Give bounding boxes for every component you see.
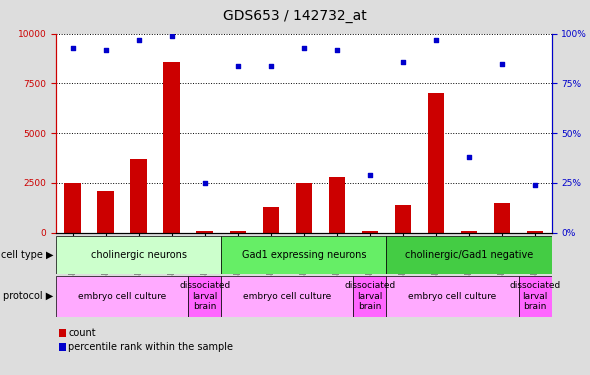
Point [332,46,342,53]
Point [167,33,176,39]
Bar [296,183,312,232]
Bar [428,93,444,232]
Bar [188,276,221,317]
Bar [329,177,345,232]
Bar [221,236,386,274]
Text: cell type ▶: cell type ▶ [1,250,53,260]
Text: embryo cell culture: embryo cell culture [78,292,166,301]
Bar [353,276,386,317]
Text: dissociated
larval
brain: dissociated larval brain [510,281,560,311]
Point [134,37,143,43]
Point [464,154,474,160]
Bar [395,205,411,232]
Bar [56,236,221,274]
Bar [56,276,188,317]
Text: percentile rank within the sample: percentile rank within the sample [68,342,234,352]
Point [365,172,375,178]
Text: dissociated
larval
brain: dissociated larval brain [345,281,395,311]
Bar [386,236,552,274]
Point [431,37,441,43]
Point [101,46,110,53]
Bar [263,207,279,232]
Point [530,182,540,188]
Point [200,180,209,186]
Bar [196,231,213,232]
Text: embryo cell culture: embryo cell culture [408,292,497,301]
Text: GDS653 / 142732_at: GDS653 / 142732_at [223,9,367,23]
Point [299,45,309,51]
Bar [494,202,510,232]
Bar [519,276,552,317]
Bar [461,231,477,232]
Text: cholinergic neurons: cholinergic neurons [91,250,186,260]
Text: dissociated
larval
brain: dissociated larval brain [179,281,230,311]
Text: Gad1 expressing neurons: Gad1 expressing neurons [241,250,366,260]
Text: protocol ▶: protocol ▶ [3,291,53,301]
Bar [221,276,353,317]
Text: embryo cell culture: embryo cell culture [243,292,332,301]
Text: count: count [68,328,96,338]
Bar [362,231,378,232]
Bar [97,191,114,232]
Point [68,45,77,51]
Bar [386,276,519,317]
Bar [527,231,543,232]
Bar [230,231,246,232]
Point [233,63,242,69]
Point [497,60,507,67]
Point [266,63,276,69]
Bar [130,159,147,232]
Bar [163,62,180,232]
Bar [64,183,81,232]
Text: cholinergic/Gad1 negative: cholinergic/Gad1 negative [405,250,533,260]
Point [398,58,408,64]
